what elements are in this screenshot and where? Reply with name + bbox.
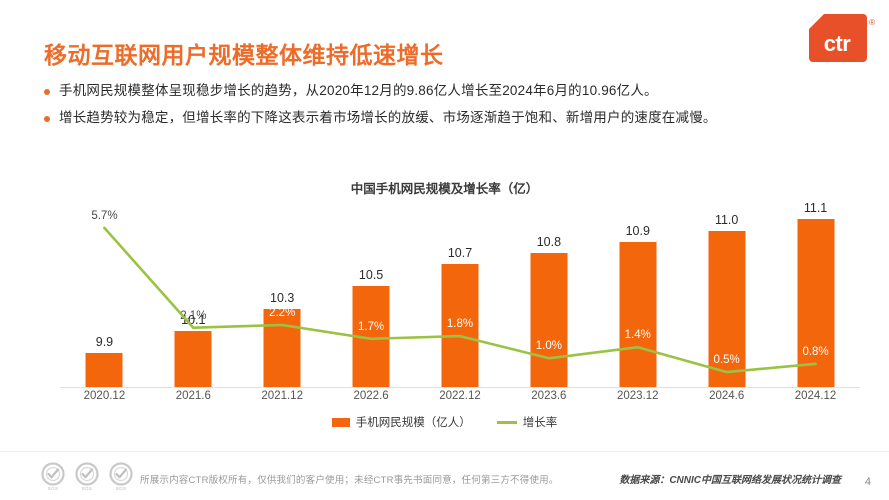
- registered-trademark-icon: ®: [869, 18, 875, 27]
- bar-group: 11.0 0.5%: [682, 197, 771, 387]
- legend-bar-label: 手机网民规模（亿人）: [355, 417, 471, 429]
- x-axis-line: [60, 387, 860, 388]
- x-axis-tick-label: 2022.12: [439, 390, 481, 402]
- sgs-badge-icon: SGS: [106, 460, 136, 491]
- bullet-text: 手机网民规模整体呈现稳步增长的趋势，从2020年12月的9.86亿人增长至202…: [59, 83, 658, 98]
- bar[interactable]: [85, 353, 123, 387]
- bar-group: 10.8 1.0%: [504, 197, 593, 387]
- sgs-badge-label: SGS: [81, 486, 93, 491]
- logo-shape-icon: [809, 14, 867, 62]
- legend-bar-swatch-icon: [331, 417, 350, 427]
- bar-group: 10.5 1.7%: [327, 197, 416, 387]
- bar-group: 9.9 5.7%: [60, 197, 149, 387]
- footer-divider: [0, 451, 889, 452]
- sgs-badge-icon: SGS: [72, 460, 102, 491]
- growth-rate-label: 2.1%: [180, 309, 207, 322]
- bar-value-label: 10.7: [447, 246, 473, 261]
- chart-combo-bar-line: 9.9 5.7% 10.1 2.1% 10.3 2.2% 10.5 1.7% 10.7 1.8% 1…: [60, 198, 860, 402]
- x-axis-tick-label: 2024.12: [794, 390, 837, 402]
- data-source-note: 数据来源：CNNIC中国互联网络发展状况统计调查: [619, 475, 841, 486]
- bar-value-label: 11.0: [714, 212, 739, 227]
- growth-rate-label: 1.4%: [624, 329, 651, 342]
- legend-line-label: 增长率: [522, 417, 558, 429]
- bar[interactable]: [530, 252, 568, 387]
- x-axis-tick-label: 2022.6: [353, 390, 389, 402]
- chart-plot-area: 9.9 5.7% 10.1 2.1% 10.3 2.2% 10.5 1.7% 10.7 1.8% 1…: [60, 198, 860, 388]
- bar-group: 10.7 1.8%: [416, 197, 505, 387]
- bar[interactable]: [174, 331, 212, 387]
- x-axis-tick-label: 2023.12: [616, 390, 659, 402]
- bar-value-label: 11.1: [803, 201, 828, 216]
- growth-rate-label: 0.5%: [713, 354, 740, 367]
- x-axis-tick-label: 2024.6: [709, 390, 745, 402]
- bar-value-label: 10.5: [358, 268, 384, 283]
- bar-group: 10.3 2.2%: [238, 197, 327, 387]
- x-axis-tick-label: 2021.6: [175, 390, 211, 402]
- chart-title: 中国手机网民规模及增长率（亿）: [350, 182, 539, 196]
- bar-value-label: 10.9: [625, 223, 650, 238]
- certification-badges: SGS SGS SGS: [38, 460, 136, 491]
- bar-group: 10.9 1.4%: [593, 197, 682, 387]
- list-item: 手机网民规模整体呈现稳步增长的趋势，从2020年12月的9.86亿人增长至202…: [44, 82, 864, 100]
- growth-rate-label: 1.0%: [535, 340, 562, 353]
- sgs-badge-icon: SGS: [38, 460, 68, 491]
- bullet-list: 手机网民规模整体呈现稳步增长的趋势，从2020年12月的9.86亿人增长至202…: [44, 82, 864, 136]
- sgs-badge-label: SGS: [47, 486, 59, 491]
- logo-text: ctr: [823, 31, 851, 56]
- bar[interactable]: [797, 219, 835, 387]
- x-axis-tick-label: 2020.12: [83, 390, 126, 402]
- growth-rate-label: 0.8%: [802, 345, 829, 358]
- bar-value-label: 9.9: [95, 335, 114, 350]
- bar-group: 11.1 0.8%: [771, 197, 860, 387]
- bar-value-label: 10.8: [536, 234, 562, 249]
- legend-line-swatch-icon: [496, 420, 517, 424]
- ctr-logo: ctr ®: [809, 14, 875, 62]
- bar[interactable]: [263, 308, 301, 387]
- list-item: 增长趋势较为稳定，但增长率的下降这表示着市场增长的放缓、市场逐渐趋于饱和、新增用…: [44, 109, 864, 127]
- legend-item-bar: 手机网民规模（亿人）: [331, 414, 471, 430]
- bullet-dot-icon: [44, 116, 50, 123]
- chart-legend: 手机网民规模（亿人） 增长率: [0, 414, 889, 430]
- bar[interactable]: [352, 286, 390, 387]
- bar[interactable]: [619, 241, 657, 387]
- growth-rate-label: 5.7%: [91, 209, 118, 222]
- growth-rate-label: 1.8%: [446, 318, 474, 331]
- page-number: 4: [864, 476, 871, 488]
- legend-item-line: 增长率: [496, 414, 558, 430]
- bar-group: 10.1 2.1%: [149, 197, 238, 387]
- bullet-dot-icon: [44, 89, 50, 95]
- x-axis-tick-label: 2023.6: [531, 390, 567, 402]
- sgs-badge-label: SGS: [115, 486, 127, 491]
- bullet-text: 增长趋势较为稳定，但增长率的下降这表示着市场增长的放缓、市场逐渐趋于饱和、新增用…: [59, 110, 717, 126]
- x-axis-tick-label: 2021.12: [261, 390, 303, 402]
- growth-rate-label: 1.7%: [357, 320, 385, 333]
- copyright-note: 所展示内容CTR版权所有，仅供我们的客户使用；未经CTR事先书面同意，任何第三方…: [140, 475, 559, 486]
- bar-value-label: 10.3: [270, 290, 295, 305]
- growth-rate-label: 2.2%: [269, 306, 296, 319]
- page-title: 移动互联网用户规模整体维持低速增长: [44, 42, 444, 68]
